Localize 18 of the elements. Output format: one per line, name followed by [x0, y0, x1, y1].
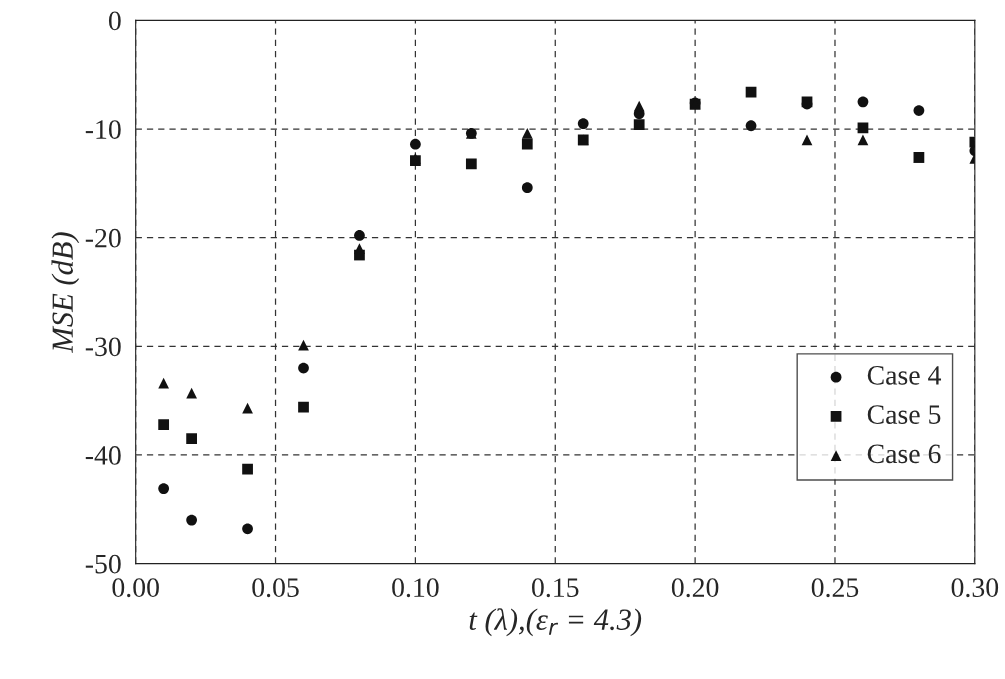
y-tick-label: -30 — [85, 337, 121, 357]
y-axis-title: MSE (dB) — [51, 232, 80, 353]
y-tick-label: 0 — [108, 11, 121, 31]
x-axis-title: t (λ),(ε$_{r}$ = 4.3) — [469, 608, 642, 637]
y-tick-label: -20 — [85, 228, 121, 248]
x-tick-label: 0.00 — [112, 578, 159, 598]
x-tick-label: 0.25 — [811, 578, 859, 598]
x-tick-label: 0.30 — [951, 578, 999, 598]
legend-label: Case 4 — [867, 366, 942, 385]
x-tick-label: 0.05 — [252, 578, 299, 598]
y-tick-label: -40 — [85, 446, 121, 465]
legend-label: Case 5 — [867, 405, 941, 424]
y-tick-label: -50 — [85, 554, 121, 574]
x-tick-label: 0.15 — [532, 578, 579, 598]
x-tick-label: 0.10 — [392, 578, 439, 598]
x-tick-label: 0.20 — [671, 578, 719, 598]
y-tick-label: -10 — [85, 120, 121, 139]
legend-label: Case 6 — [867, 444, 941, 464]
